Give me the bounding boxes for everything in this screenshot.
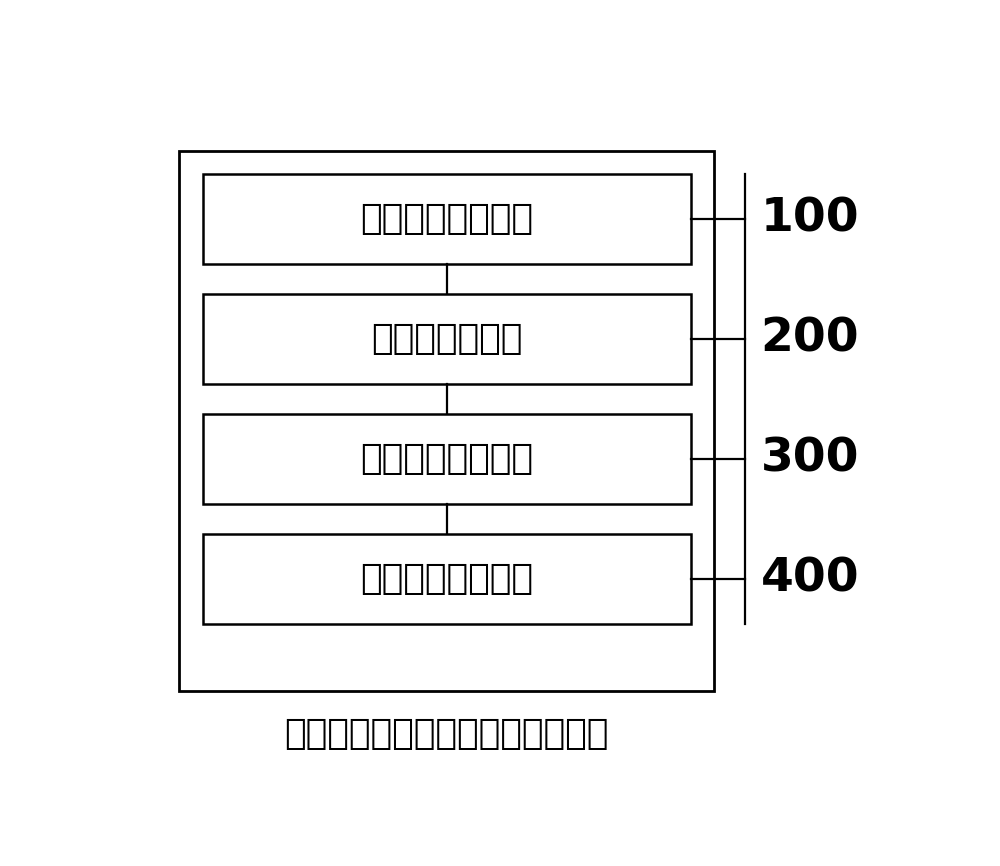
Text: 故障状态确认模块: 故障状态确认模块 [360, 442, 533, 476]
Text: 基于冗余可靠模块的故障处理装置: 基于冗余可靠模块的故障处理装置 [284, 717, 609, 752]
Text: 200: 200 [761, 316, 859, 361]
Text: 故障表维护模块: 故障表维护模块 [371, 322, 522, 356]
Text: 故障状态处理模块: 故障状态处理模块 [360, 562, 533, 596]
Text: 100: 100 [761, 197, 859, 242]
Text: 300: 300 [761, 436, 859, 481]
Bar [202, 174, 691, 264]
Bar [202, 414, 691, 504]
Bar [202, 294, 691, 384]
Text: 故障状态获取模块: 故障状态获取模块 [360, 202, 533, 236]
Text: 400: 400 [761, 557, 859, 602]
Bar [179, 151, 714, 691]
Bar [202, 534, 691, 624]
